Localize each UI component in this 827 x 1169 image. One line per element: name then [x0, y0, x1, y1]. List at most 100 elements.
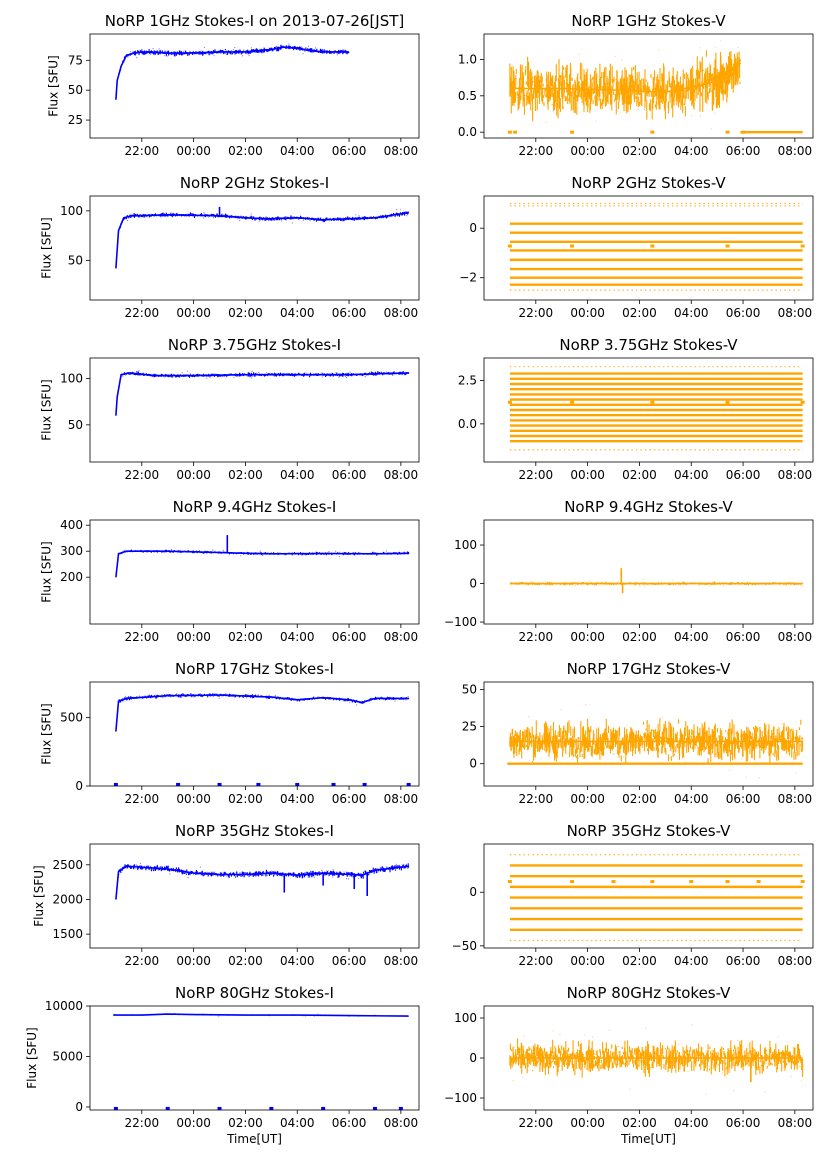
gap-marker	[507, 400, 512, 404]
outlier-point	[578, 53, 580, 56]
gap-marker	[725, 880, 730, 884]
y-tick-label: −50	[452, 939, 477, 953]
x-tick-label: 22:00	[125, 792, 160, 806]
outlier-point	[712, 747, 714, 749]
outlier-point	[401, 698, 403, 700]
x-tick-label: 00:00	[176, 1116, 211, 1130]
x-tick-label: 04:00	[280, 306, 315, 320]
outlier-point	[550, 584, 553, 586]
outlier-point	[382, 372, 384, 374]
x-tick-label: 00:00	[176, 468, 211, 482]
outlier-point	[398, 1015, 400, 1017]
gap-marker	[269, 1106, 274, 1110]
x-tick-label: 08:00	[778, 954, 813, 968]
outlier-point	[233, 376, 235, 378]
x-tick-label: 02:00	[622, 1116, 657, 1130]
outlier-point	[269, 374, 271, 376]
outlier-point	[385, 371, 388, 373]
x-tick-label: 08:00	[384, 468, 419, 482]
outlier-point	[251, 377, 253, 379]
outlier-point	[212, 215, 214, 217]
outlier-point	[230, 695, 232, 697]
outlier-point	[189, 373, 191, 375]
x-axis-label: Time[UT]	[226, 1132, 282, 1146]
outlier-point	[577, 746, 579, 748]
outlier-point	[302, 1015, 304, 1017]
outlier-point	[624, 583, 626, 586]
outlier-point	[405, 699, 407, 701]
outlier-point	[622, 756, 624, 758]
outlier-point	[370, 553, 372, 555]
gap-marker	[800, 880, 805, 884]
y-axis-label: Flux [SFU]	[39, 541, 53, 602]
outlier-point	[667, 582, 669, 584]
gap-marker	[570, 244, 575, 248]
outlier-point	[234, 47, 236, 49]
outlier-point	[195, 550, 197, 553]
trend-line	[115, 372, 409, 416]
x-tick-label: 08:00	[384, 954, 419, 968]
outlier-point	[585, 1068, 587, 1070]
x-tick-label: 02:00	[228, 630, 263, 644]
outlier-point	[646, 1047, 648, 1049]
outlier-point	[363, 1015, 365, 1017]
outlier-point	[152, 48, 154, 50]
outlier-point	[699, 115, 702, 117]
outlier-point	[265, 216, 267, 218]
outlier-point	[349, 702, 351, 704]
outlier-point	[150, 551, 152, 554]
outlier-point	[522, 1076, 524, 1078]
panel-title: NoRP 3.75GHz Stokes-I	[168, 336, 341, 354]
outlier-point	[123, 61, 125, 63]
x-tick-label: 00:00	[570, 792, 605, 806]
series-10	[115, 862, 410, 900]
series-9	[507, 703, 804, 779]
outlier-point	[530, 73, 532, 75]
outlier-point	[232, 49, 235, 51]
outlier-point	[321, 376, 323, 378]
outlier-point	[183, 872, 185, 874]
outlier-point	[648, 102, 650, 104]
data-band	[115, 693, 410, 732]
gap-marker	[725, 244, 730, 248]
y-tick-label: 2.5	[458, 374, 477, 388]
outlier-point	[166, 55, 168, 57]
outlier-point	[775, 582, 777, 584]
axes-frame	[89, 33, 420, 139]
y-tick-label: 5000	[52, 1049, 83, 1063]
outlier-point	[136, 57, 138, 59]
x-tick-label: 08:00	[384, 306, 419, 320]
x-tick-label: 00:00	[570, 306, 605, 320]
outlier-point	[114, 1013, 116, 1015]
outlier-point	[124, 695, 127, 698]
data-band	[509, 50, 742, 122]
axes-frame	[89, 843, 420, 949]
gap-marker	[570, 130, 575, 134]
outlier-point	[661, 88, 663, 90]
outlier-point	[174, 1012, 176, 1015]
x-tick-label: 06:00	[332, 792, 367, 806]
outlier-point	[153, 373, 155, 375]
y-tick-label: 1.0	[458, 52, 477, 66]
outlier-point	[679, 584, 681, 587]
x-tick-label: 00:00	[570, 1116, 605, 1130]
outlier-point	[355, 214, 357, 216]
outlier-point	[285, 553, 287, 555]
panel-title: NoRP 80GHz Stokes-V	[567, 984, 732, 1002]
outlier-point	[170, 1013, 172, 1015]
outlier-point	[571, 746, 573, 748]
outlier-point	[314, 47, 317, 49]
outlier-point	[254, 552, 256, 554]
x-tick-label: 08:00	[384, 1116, 419, 1130]
outlier-point	[154, 551, 156, 553]
outlier-point	[118, 873, 120, 876]
outlier-point	[336, 372, 338, 374]
outlier-point	[337, 1014, 339, 1016]
outlier-point	[121, 867, 123, 869]
outlier-point	[139, 1014, 141, 1016]
outlier-point	[398, 699, 400, 701]
outlier-point	[273, 47, 275, 49]
panel-title: NoRP 1GHz Stokes-V	[571, 12, 726, 30]
x-tick-label: 08:00	[384, 144, 419, 158]
outlier-point	[394, 700, 396, 702]
